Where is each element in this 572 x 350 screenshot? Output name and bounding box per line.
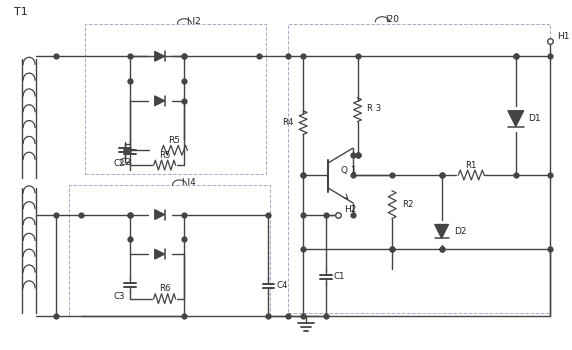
- Text: R4: R4: [282, 118, 293, 127]
- Text: C1: C1: [334, 272, 345, 281]
- Polygon shape: [154, 51, 165, 61]
- Text: Q 1: Q 1: [341, 166, 356, 175]
- Polygon shape: [435, 224, 448, 238]
- Text: H2: H2: [344, 205, 356, 214]
- Text: R 3: R 3: [367, 104, 382, 113]
- Text: R6: R6: [159, 284, 170, 293]
- Text: R5: R5: [169, 136, 181, 145]
- Bar: [85, 24, 265, 174]
- Text: D2: D2: [455, 227, 467, 236]
- Text: I I2: I I2: [188, 17, 201, 26]
- Text: C2: C2: [114, 159, 125, 168]
- Text: R1: R1: [466, 161, 477, 170]
- Polygon shape: [508, 111, 524, 127]
- Text: I20: I20: [385, 15, 399, 24]
- Bar: [69, 185, 271, 316]
- Polygon shape: [154, 96, 165, 106]
- Text: C3: C3: [114, 292, 125, 301]
- Text: T1: T1: [14, 7, 28, 17]
- Text: C4: C4: [276, 281, 288, 290]
- Polygon shape: [154, 249, 165, 259]
- Text: C2: C2: [119, 158, 131, 167]
- Text: R5: R5: [159, 151, 170, 160]
- Text: D1: D1: [528, 114, 541, 123]
- Text: H1: H1: [557, 32, 570, 41]
- Bar: [288, 24, 550, 314]
- Polygon shape: [154, 210, 165, 219]
- Text: I I4: I I4: [182, 178, 196, 187]
- Text: R2: R2: [402, 200, 414, 209]
